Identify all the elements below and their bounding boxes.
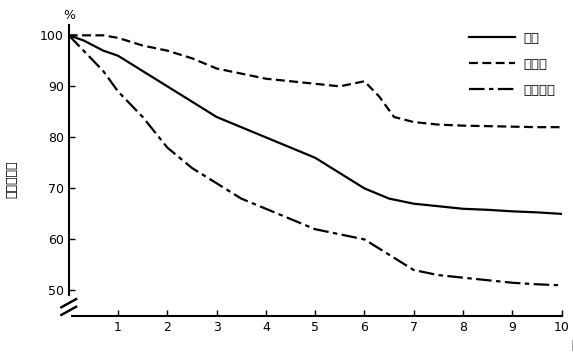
参加者 xyxy=(410,120,417,124)
総数 xyxy=(533,210,540,215)
参加者 xyxy=(509,125,516,129)
非参加者 xyxy=(509,281,516,285)
総数 xyxy=(287,145,294,150)
総数 xyxy=(189,99,195,104)
非参加者 xyxy=(435,273,442,277)
総数 xyxy=(484,208,491,212)
参加者 xyxy=(435,122,442,127)
総数 xyxy=(262,135,269,140)
総数 xyxy=(312,155,319,160)
非参加者 xyxy=(336,232,343,237)
非参加者 xyxy=(361,237,368,242)
非参加者 xyxy=(558,283,565,288)
非参加者 xyxy=(100,69,107,73)
参加者 xyxy=(391,115,398,119)
非参加者 xyxy=(312,227,319,231)
総数 xyxy=(213,115,220,119)
参加者 xyxy=(65,33,72,37)
参加者 xyxy=(312,81,319,86)
非参加者 xyxy=(115,89,121,94)
総数 xyxy=(115,53,121,58)
総数 xyxy=(139,69,146,73)
参加者 xyxy=(484,124,491,128)
総数 xyxy=(558,212,565,216)
Legend: 総数, 参加者, 非参加者: 総数, 参加者, 非参加者 xyxy=(469,32,555,97)
参加者 xyxy=(100,33,107,37)
総数 xyxy=(435,204,442,208)
非参加者 xyxy=(386,252,393,257)
非参加者 xyxy=(80,48,87,53)
Text: （生存率）: （生存率） xyxy=(5,161,18,198)
非参加者 xyxy=(410,268,417,272)
非参加者 xyxy=(189,166,195,170)
非参加者 xyxy=(213,181,220,186)
非参加者 xyxy=(238,196,245,201)
Line: 非参加者: 非参加者 xyxy=(69,35,562,285)
総数 xyxy=(164,84,171,89)
総数 xyxy=(509,209,516,214)
Text: %: % xyxy=(63,9,74,22)
参加者 xyxy=(287,79,294,83)
非参加者 xyxy=(287,217,294,221)
総数 xyxy=(238,125,245,129)
参加者 xyxy=(533,125,540,129)
非参加者 xyxy=(533,282,540,286)
非参加者 xyxy=(262,207,269,211)
総数 xyxy=(361,186,368,191)
参加者 xyxy=(164,48,171,53)
参加者 xyxy=(80,33,87,37)
参加者 xyxy=(262,76,269,81)
Line: 参加者: 参加者 xyxy=(69,35,562,127)
参加者 xyxy=(139,43,146,48)
参加者 xyxy=(376,94,383,99)
参加者 xyxy=(460,123,466,128)
参加者 xyxy=(361,79,368,83)
総数 xyxy=(100,48,107,53)
参加者 xyxy=(189,56,195,60)
非参加者 xyxy=(65,33,72,37)
参加者 xyxy=(336,84,343,89)
総数 xyxy=(460,207,466,211)
参加者 xyxy=(558,125,565,129)
非参加者 xyxy=(460,275,466,280)
総数 xyxy=(386,196,393,201)
総数 xyxy=(410,201,417,206)
参加者 xyxy=(213,66,220,71)
非参加者 xyxy=(164,145,171,150)
参加者 xyxy=(238,71,245,76)
総数 xyxy=(336,171,343,175)
参加者 xyxy=(115,36,121,40)
非参加者 xyxy=(139,115,146,119)
総数 xyxy=(80,38,87,43)
Text: （年数）: （年数） xyxy=(571,339,573,352)
Line: 総数: 総数 xyxy=(69,35,562,214)
総数 xyxy=(65,33,72,37)
非参加者 xyxy=(484,278,491,283)
